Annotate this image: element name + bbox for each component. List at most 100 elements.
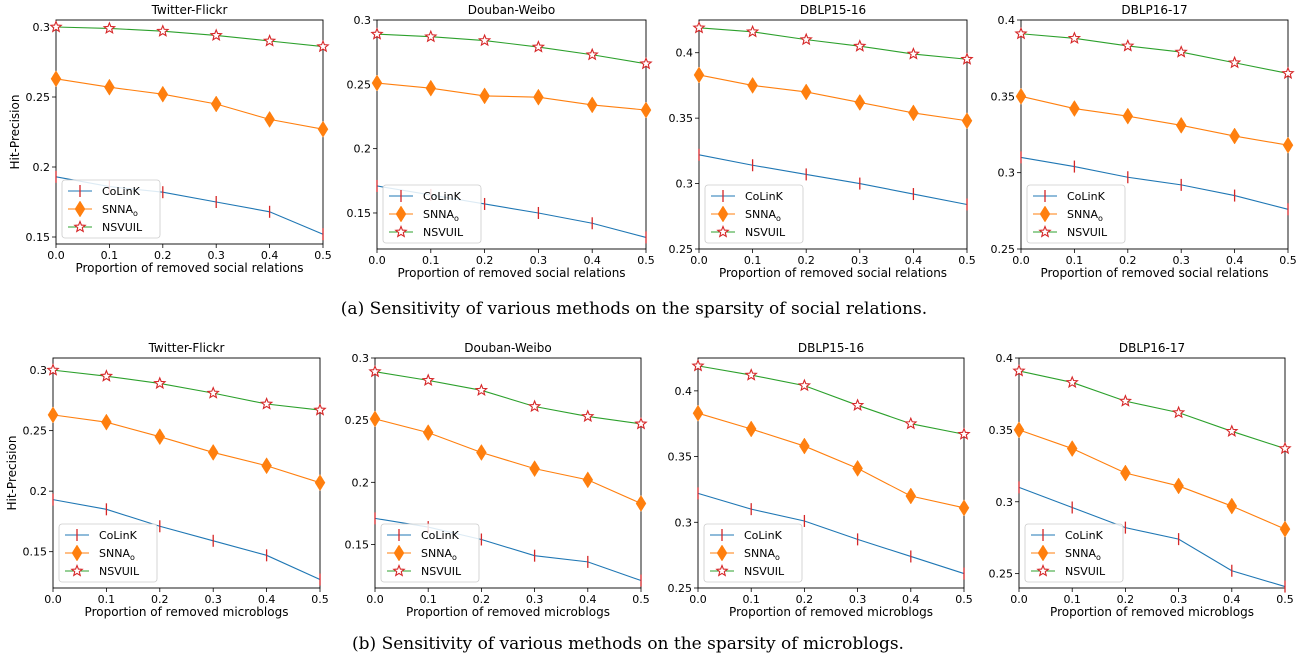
x-tick-label: 0.3 [207, 249, 225, 262]
data-point [533, 88, 544, 106]
series-line [698, 27, 968, 60]
data-point [745, 24, 760, 38]
data-point [904, 416, 918, 430]
x-axis-label: Proportion of removed social relations [719, 266, 947, 280]
legend-marker [71, 544, 83, 562]
legend: CoLinK SNNAo NSVUIL [58, 523, 158, 583]
series-snna-o [1015, 87, 1294, 154]
series-snna-o [692, 404, 970, 517]
y-tick-label: 0.2 [33, 161, 51, 174]
data-point [1065, 375, 1079, 389]
y-tick-label: 0.15 [26, 231, 51, 244]
legend-label: CoLinK [745, 190, 784, 203]
x-tick-label: 0.1 [1066, 254, 1084, 267]
x-tick-label: 0.0 [44, 593, 62, 606]
x-tick-label: 0.1 [1063, 593, 1081, 606]
x-tick-label: 0.3 [1172, 254, 1190, 267]
x-tick-label: 0.4 [583, 254, 601, 267]
series-line [52, 414, 321, 484]
x-tick-label: 0.0 [366, 593, 384, 606]
data-point [634, 416, 648, 430]
y-tick-label: 0.4 [996, 352, 1014, 365]
data-point [581, 409, 595, 423]
data-point [1229, 127, 1240, 145]
data-point [370, 27, 384, 40]
x-axis-label: Proportion of removed microblogs [85, 605, 289, 619]
data-point [692, 404, 704, 422]
data-point [1174, 45, 1188, 58]
y-tick-label: 0.3 [33, 21, 51, 34]
x-tick-label: 0.2 [1117, 593, 1135, 606]
x-tick-label: 0.1 [419, 593, 437, 606]
data-point [799, 32, 813, 46]
y-tick-label: 0.25 [668, 582, 693, 595]
y-tick-label: 0.15 [23, 546, 48, 559]
data-point [958, 499, 970, 517]
data-point [531, 40, 546, 53]
series-line [697, 412, 965, 509]
y-tick-label: 0.4 [676, 47, 694, 60]
legend-label: NSVUIL [99, 565, 140, 578]
legend-box [58, 523, 158, 583]
x-tick-label: 0.2 [151, 593, 169, 606]
y-tick-label: 0.25 [345, 414, 370, 427]
x-tick-label: 0.0 [689, 593, 707, 606]
legend-marker [74, 200, 86, 218]
x-tick-label: 0.5 [955, 593, 973, 606]
legend-box [61, 179, 161, 239]
legend-marker [1038, 225, 1052, 238]
legend: CoLinK SNNAo NSVUIL [1026, 184, 1126, 244]
legend: CoLinK SNNAo NSVUIL [380, 523, 480, 583]
x-tick-label: 0.3 [851, 254, 869, 267]
series-colink [698, 148, 968, 211]
data-point [1122, 107, 1134, 125]
data-point [368, 364, 382, 378]
legend-box [703, 523, 803, 583]
data-point [797, 378, 812, 392]
legend: CoLinK SNNAo NSVUIL [382, 184, 482, 244]
y-tick-label: 0.3 [675, 516, 693, 529]
series-line [376, 82, 647, 111]
y-tick-label: 0.3 [676, 178, 694, 191]
series-line [374, 371, 642, 425]
legend-label: CoLinK [423, 190, 462, 203]
data-point [960, 52, 974, 65]
data-point [425, 79, 437, 97]
legend-label: SNNAo [102, 203, 138, 218]
series-line [698, 74, 968, 122]
legend-box [1026, 184, 1126, 244]
x-tick-label: 0.2 [473, 593, 491, 606]
chart-panel-7: DBLP15-16 0.0 0.1 0.2 0.3 0.4 0.5 0.25 0.3 0.35 0.… [668, 341, 973, 619]
data-point [206, 386, 220, 399]
data-point [799, 437, 810, 455]
legend-label: CoLinK [744, 529, 783, 542]
legend: CoLinK SNNAo NSVUIL [61, 179, 161, 239]
x-tick-label: 0.5 [311, 593, 329, 606]
legend-marker [715, 564, 729, 577]
chart-title: Twitter-Flickr [148, 341, 225, 355]
x-tick-label: 0.3 [526, 593, 544, 606]
x-tick-label: 0.4 [902, 593, 920, 606]
series-snna-o [371, 74, 652, 119]
y-tick-label: 0.4 [675, 385, 693, 398]
chart-panel-6: Douban-Weibo 0.0 0.1 0.2 0.3 0.4 0.5 0.15 0.2 0.2… [345, 341, 650, 619]
chart-panel-4: DBLP16-17 0.0 0.1 0.2 0.3 0.4 0.5 0.25 0.3 0.35 0.… [991, 3, 1297, 280]
y-axis-label: Hit-Precision [8, 95, 22, 170]
legend-marker [392, 564, 406, 577]
legend-label: NSVUIL [423, 226, 464, 239]
data-point [1014, 26, 1028, 40]
legend: CoLinK SNNAo NSVUIL [1024, 523, 1124, 583]
y-tick-label: 0.2 [354, 143, 372, 156]
data-point [1120, 464, 1131, 482]
chart-panel-5: Twitter-Flickr 0.0 0.1 0.2 0.3 0.4 0.5 0.15 0.2 0… [5, 341, 329, 619]
data-point [527, 399, 542, 413]
data-point [207, 443, 219, 461]
data-point [1227, 55, 1242, 69]
data-point [1226, 497, 1238, 515]
legend-label: SNNAo [99, 547, 135, 562]
series-colink [697, 487, 965, 580]
data-point [1278, 441, 1292, 455]
data-point [585, 47, 599, 61]
data-point [1279, 520, 1291, 538]
data-point [313, 403, 327, 416]
